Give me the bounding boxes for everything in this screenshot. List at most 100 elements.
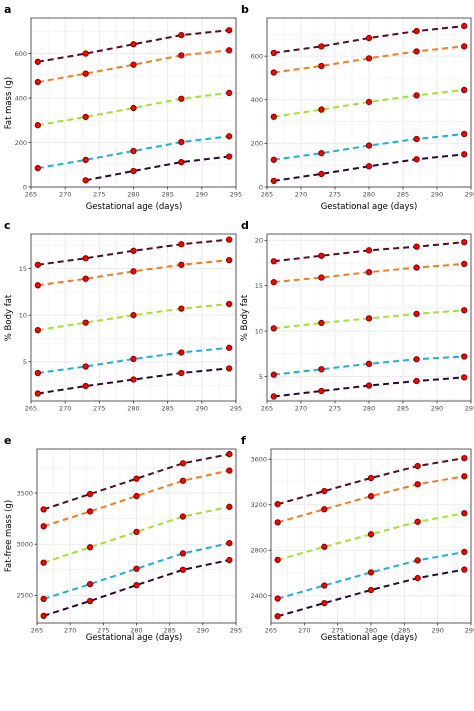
- series-line: [37, 91, 230, 127]
- data-point: [226, 153, 233, 160]
- data-point: [270, 177, 277, 185]
- x-tick-label: 285: [397, 191, 409, 199]
- x-tick-label: 270: [64, 627, 76, 635]
- data-point: [461, 374, 468, 381]
- y-tick-label: 5: [259, 373, 263, 381]
- series-line: [37, 135, 230, 170]
- panel-letter: e: [4, 434, 11, 447]
- data-point: [414, 481, 421, 488]
- x-tick-label: 280: [363, 191, 375, 199]
- plot-area: 265 270 275 280 285 290 295 2500 3000 3500: [16, 448, 242, 635]
- panel-a: 265 270 275 280 285 290 295 0 200 400 600 a Fat ma…: [4, 3, 242, 212]
- x-tick-label: 265: [265, 627, 277, 635]
- series-line: [43, 469, 230, 528]
- data-point: [179, 513, 187, 520]
- y-tick-label: 400: [251, 96, 263, 104]
- y-axis-title: Fat mass (g): [4, 77, 14, 129]
- x-tick-label: 275: [331, 627, 343, 635]
- data-point: [461, 510, 468, 517]
- panel-d: 265 270 275 280 285 290 295 5 10 15 20 d % Body fa…: [240, 219, 474, 413]
- x-tick-label: 295: [465, 405, 474, 413]
- x-tick-label: 290: [197, 627, 209, 635]
- x-tick-label: 275: [329, 405, 341, 413]
- x-tick-label: 280: [127, 405, 139, 413]
- data-point: [130, 376, 137, 383]
- y-tick-label: 5: [23, 358, 27, 366]
- data-point: [226, 256, 233, 264]
- series-4: [40, 540, 233, 603]
- x-tick-label: 285: [397, 405, 409, 413]
- data-point: [34, 326, 41, 334]
- data-point: [34, 390, 41, 397]
- panel-letter: d: [241, 219, 249, 232]
- data-point: [321, 543, 328, 550]
- data-point: [133, 528, 140, 536]
- data-point: [86, 544, 94, 551]
- y-tick-label: 2500: [16, 592, 33, 600]
- data-point: [414, 462, 421, 470]
- data-point: [82, 50, 89, 57]
- data-point: [274, 501, 281, 508]
- panel-letter: a: [4, 3, 11, 16]
- data-point: [82, 363, 89, 370]
- data-point: [82, 70, 89, 77]
- data-point: [178, 349, 185, 356]
- data-point: [226, 503, 233, 510]
- y-tick-label: 400: [15, 94, 27, 102]
- series-1: [274, 454, 468, 508]
- data-point: [86, 508, 94, 515]
- series-line: [273, 133, 465, 161]
- series-5: [274, 566, 468, 620]
- data-point: [321, 487, 328, 495]
- data-point: [270, 278, 277, 286]
- data-point: [133, 475, 140, 482]
- series-line: [277, 457, 465, 506]
- data-point: [270, 49, 277, 57]
- data-point: [274, 613, 281, 620]
- data-point: [367, 569, 375, 576]
- series-line: [37, 302, 230, 332]
- y-tick-label: 0: [23, 183, 27, 191]
- data-point: [365, 360, 373, 367]
- data-point: [461, 130, 468, 138]
- x-tick-label: 295: [465, 191, 474, 199]
- data-point: [270, 113, 277, 120]
- data-point: [34, 369, 41, 377]
- data-point: [40, 506, 47, 513]
- x-tick-label: 295: [230, 405, 242, 413]
- plot-area: 265 270 275 280 285 290 295 0 200 400 600: [251, 17, 474, 199]
- data-point: [86, 580, 94, 588]
- data-point: [413, 135, 420, 143]
- data-point: [318, 170, 325, 178]
- plot-area: 265 270 275 280 285 290 295 5 10 15: [19, 233, 242, 413]
- data-point: [270, 393, 277, 400]
- data-point: [86, 597, 94, 605]
- series-3: [34, 89, 233, 129]
- series-1: [270, 22, 468, 57]
- data-point: [130, 61, 137, 68]
- data-point: [461, 260, 468, 268]
- data-point: [82, 255, 89, 262]
- data-point: [40, 595, 47, 603]
- x-tick-label: 295: [230, 627, 242, 635]
- data-point: [226, 365, 233, 372]
- data-point: [274, 595, 281, 602]
- data-point: [82, 113, 89, 121]
- data-point: [270, 325, 277, 332]
- data-point: [461, 473, 468, 480]
- data-point: [226, 450, 233, 458]
- data-point: [413, 243, 420, 250]
- x-tick-label: 270: [295, 405, 307, 413]
- data-point: [413, 27, 420, 35]
- y-tick-label: 15: [255, 282, 263, 290]
- data-point: [413, 310, 420, 318]
- data-point: [413, 356, 420, 363]
- data-point: [82, 382, 89, 390]
- data-point: [318, 106, 325, 113]
- data-point: [318, 62, 325, 70]
- data-point: [318, 319, 325, 327]
- series-line: [37, 346, 230, 375]
- data-point: [130, 312, 137, 319]
- data-point: [461, 151, 468, 158]
